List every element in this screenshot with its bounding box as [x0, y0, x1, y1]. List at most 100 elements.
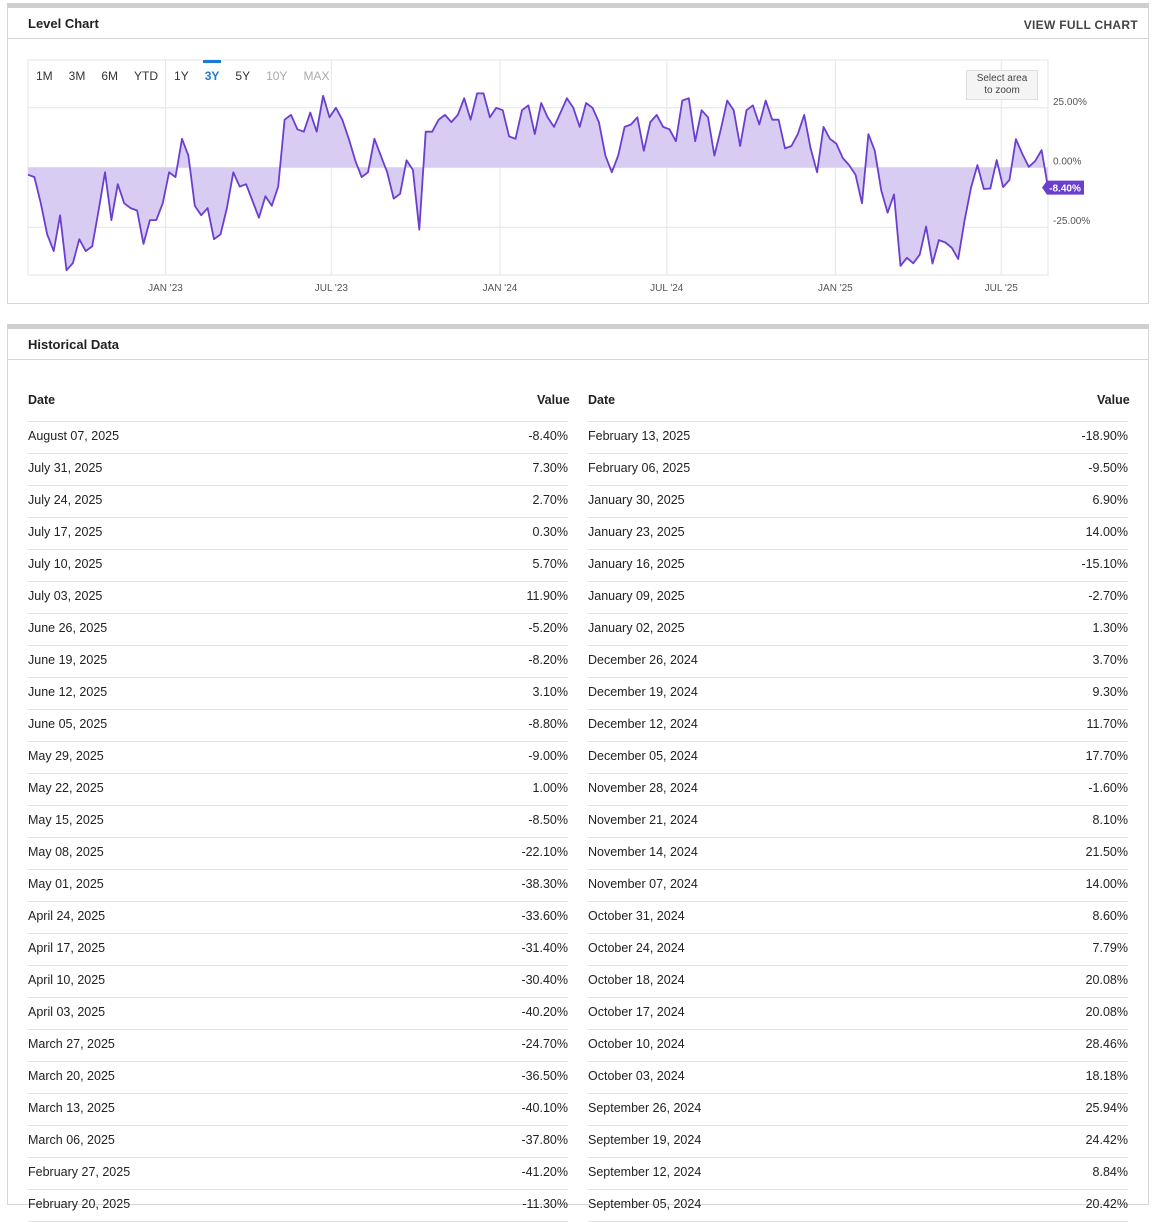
table-row: February 20, 2025 -11.30% — [28, 1189, 568, 1221]
row-date: September 12, 2024 — [588, 1165, 702, 1179]
row-date: December 12, 2024 — [588, 717, 698, 731]
row-date: July 17, 2025 — [28, 525, 103, 539]
row-value: -18.90% — [1081, 429, 1128, 443]
row-date: May 15, 2025 — [28, 813, 104, 827]
row-value: 20.08% — [1085, 973, 1128, 987]
range-tab-6m[interactable]: 6M — [101, 69, 119, 83]
row-value: 5.70% — [532, 557, 568, 571]
row-date: January 23, 2025 — [588, 525, 685, 539]
range-tab-ytd[interactable]: YTD — [134, 69, 159, 83]
table-row: October 17, 2024 20.08% — [588, 997, 1128, 1029]
level-chart-plot[interactable]: JAN '23 JUL '23 JAN '24 JUL '24 JAN '25 JUL '… — [0, 0, 1155, 305]
series-line — [27, 92, 1049, 272]
view-full-chart-link[interactable]: VIEW FULL CHART — [1023, 18, 1138, 32]
table-row: April 24, 2025 -33.60% — [28, 901, 568, 933]
row-date: October 03, 2024 — [588, 1069, 685, 1083]
range-tab-3m[interactable]: 3M — [68, 69, 86, 83]
row-date: September 05, 2024 — [588, 1197, 702, 1211]
row-value: -5.20% — [528, 621, 568, 635]
table-row: March 20, 2025 -36.50% — [28, 1061, 568, 1093]
y-tick-label: -25.00% — [1053, 216, 1090, 227]
row-value: 7.30% — [532, 461, 568, 475]
range-tab-10y: 10Y — [266, 69, 288, 83]
table-row: May 22, 2025 1.00% — [28, 773, 568, 805]
row-value: 6.90% — [1092, 493, 1128, 507]
table-row: June 19, 2025 -8.20% — [28, 645, 568, 677]
left-date-header: Date — [28, 393, 56, 407]
row-date: February 27, 2025 — [28, 1165, 131, 1179]
table-row: March 06, 2025 -37.80% — [28, 1125, 568, 1157]
row-value: 25.94% — [1085, 1101, 1128, 1115]
row-date: February 20, 2025 — [28, 1197, 131, 1211]
range-tab-max: MAX — [303, 69, 330, 83]
row-value: 0.30% — [532, 525, 568, 539]
row-date: June 19, 2025 — [28, 653, 108, 667]
row-value: 11.70% — [1086, 717, 1128, 731]
row-value: 1.00% — [532, 781, 568, 795]
x-tick-label: JAN '25 — [818, 283, 853, 294]
left-value-header: Value — [537, 393, 570, 407]
x-tick-label: JAN '24 — [483, 283, 518, 294]
row-value: -41.20% — [521, 1165, 568, 1179]
row-value: 28.46% — [1085, 1037, 1128, 1051]
row-value: -40.10% — [521, 1101, 568, 1115]
historical-table-left: August 07, 2025 -8.40% July 31, 2025 7.30% J… — [28, 421, 568, 1222]
table-row: July 24, 2025 2.70% — [28, 485, 568, 517]
historical-data-header: Historical Data — [8, 329, 1148, 360]
row-date: April 24, 2025 — [28, 909, 106, 923]
x-tick-label: JUL '23 — [315, 283, 349, 294]
table-row: March 13, 2025 -40.10% — [28, 1093, 568, 1125]
row-date: September 19, 2024 — [588, 1133, 702, 1147]
table-row: April 17, 2025 -31.40% — [28, 933, 568, 965]
row-value: -40.20% — [521, 1005, 568, 1019]
table-row: November 21, 2024 8.10% — [588, 805, 1128, 837]
table-row: January 09, 2025 -2.70% — [588, 581, 1128, 613]
table-row: December 19, 2024 9.30% — [588, 677, 1128, 709]
table-row: March 27, 2025 -24.70% — [28, 1029, 568, 1061]
table-row: April 10, 2025 -30.40% — [28, 965, 568, 997]
row-value: -8.20% — [528, 653, 568, 667]
range-tab-5y[interactable]: 5Y — [235, 69, 251, 83]
row-value: 17.70% — [1085, 749, 1128, 763]
row-date: February 13, 2025 — [588, 429, 691, 443]
table-row: May 08, 2025 -22.10% — [28, 837, 568, 869]
last-value-label: -8.40% — [1049, 184, 1081, 195]
row-date: June 12, 2025 — [28, 685, 108, 699]
row-date: July 31, 2025 — [28, 461, 103, 475]
row-date: November 28, 2024 — [588, 781, 698, 795]
row-date: January 16, 2025 — [588, 557, 685, 571]
range-selector: 1M 3M 6M YTD 1Y 3Y 5Y 10Y MAX — [28, 60, 337, 84]
last-value-badge — [1042, 180, 1084, 195]
table-row: July 10, 2025 5.70% — [28, 549, 568, 581]
zoom-hint: Select area to zoom — [966, 70, 1038, 100]
table-row: November 28, 2024 -1.60% — [588, 773, 1128, 805]
row-date: January 02, 2025 — [588, 621, 685, 635]
table-row: October 03, 2024 18.18% — [588, 1061, 1128, 1093]
range-tab-3y[interactable]: 3Y — [197, 60, 228, 84]
table-row: October 10, 2024 28.46% — [588, 1029, 1128, 1061]
row-date: March 27, 2025 — [28, 1037, 115, 1051]
row-value: 8.10% — [1092, 813, 1128, 827]
historical-data-title: Historical Data — [28, 337, 120, 352]
row-value: 14.00% — [1085, 525, 1128, 539]
row-value: 20.08% — [1085, 1005, 1128, 1019]
row-value: -8.40% — [528, 429, 568, 443]
row-value: -33.60% — [521, 909, 568, 923]
row-date: January 30, 2025 — [588, 493, 685, 507]
table-row: October 31, 2024 8.60% — [588, 901, 1128, 933]
table-row: January 02, 2025 1.30% — [588, 613, 1128, 645]
range-tab-1m[interactable]: 1M — [36, 69, 53, 83]
row-value: 11.90% — [526, 589, 568, 603]
row-value: 24.42% — [1085, 1133, 1128, 1147]
row-date: September 26, 2024 — [588, 1101, 702, 1115]
row-value: 3.10% — [532, 685, 568, 699]
table-row: September 12, 2024 8.84% — [588, 1157, 1128, 1189]
row-date: May 29, 2025 — [28, 749, 104, 763]
range-tab-1y[interactable]: 1Y — [174, 69, 189, 83]
row-value: 2.70% — [532, 493, 568, 507]
table-row: January 16, 2025 -15.10% — [588, 549, 1128, 581]
table-row: December 05, 2024 17.70% — [588, 741, 1128, 773]
row-value: -38.30% — [521, 877, 568, 891]
row-date: October 18, 2024 — [588, 973, 685, 987]
row-value: 20.42% — [1085, 1197, 1128, 1211]
